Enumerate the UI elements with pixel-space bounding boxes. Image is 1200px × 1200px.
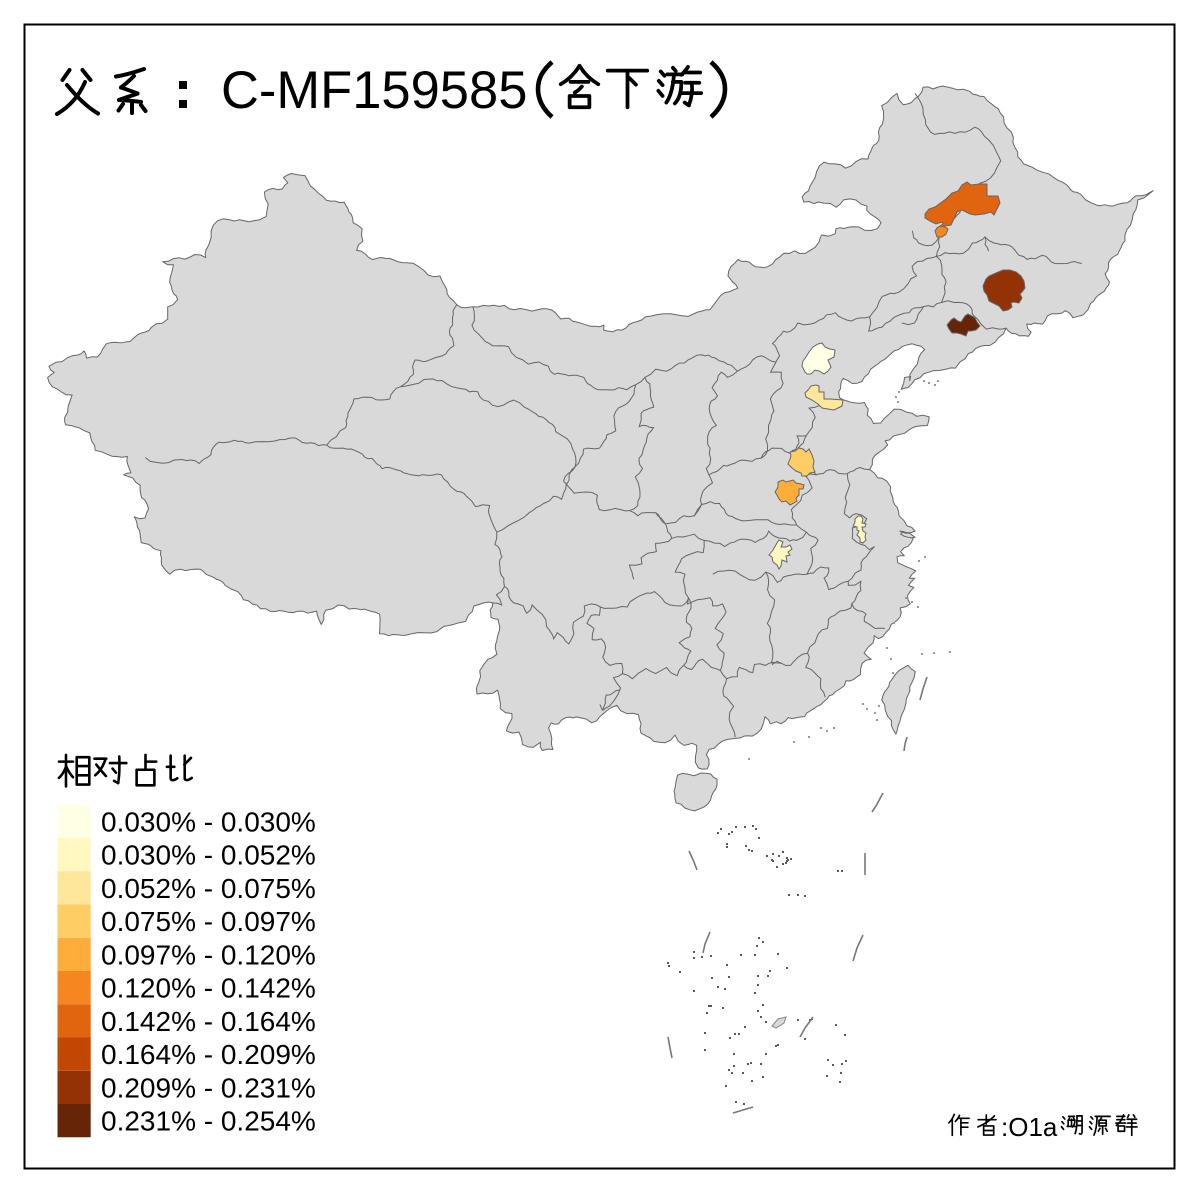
svg-text:0.120% - 0.142%: 0.120% - 0.142% <box>101 973 316 1004</box>
svg-text:0.142% - 0.164%: 0.142% - 0.164% <box>101 1006 316 1037</box>
svg-text:0.209% - 0.231%: 0.209% - 0.231% <box>101 1072 316 1103</box>
svg-text:0.231% - 0.254%: 0.231% - 0.254% <box>101 1106 316 1137</box>
svg-text:C-MF159585: C-MF159585 <box>221 61 527 120</box>
svg-text:0.097% - 0.120%: 0.097% - 0.120% <box>101 939 316 970</box>
svg-text:0.030% - 0.052%: 0.030% - 0.052% <box>101 840 316 871</box>
svg-text:0.052% - 0.075%: 0.052% - 0.075% <box>101 873 316 904</box>
svg-text:0.030% - 0.030%: 0.030% - 0.030% <box>101 806 316 837</box>
svg-text:0.164% - 0.209%: 0.164% - 0.209% <box>101 1039 316 1070</box>
svg-text:0.075% - 0.097%: 0.075% - 0.097% <box>101 906 316 937</box>
svg-text::O1a: :O1a <box>1001 1112 1058 1142</box>
